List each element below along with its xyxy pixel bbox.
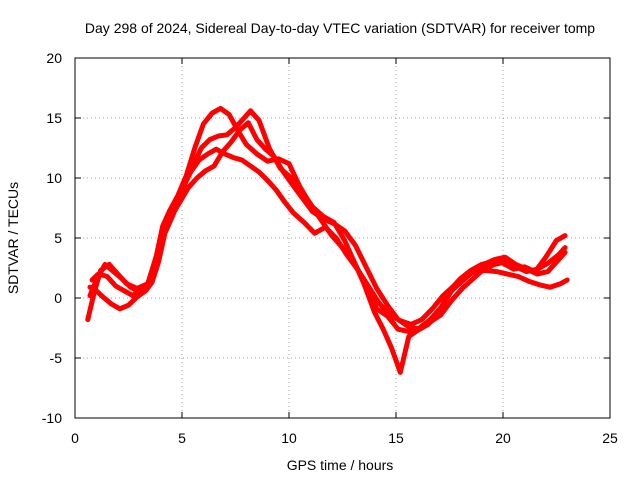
x-tick-label: 15 <box>388 430 404 446</box>
y-tick-label: -5 <box>50 350 63 366</box>
x-tick-label: 20 <box>495 430 511 446</box>
y-tick-label: -10 <box>42 410 62 426</box>
y-tick-label: 15 <box>46 110 62 126</box>
chart-title: Day 298 of 2024, Sidereal Day-to-day VTE… <box>85 20 595 36</box>
y-tick-label: 20 <box>46 50 62 66</box>
series-line-track-4 <box>89 120 568 332</box>
x-tick-label: 25 <box>602 430 618 446</box>
x-tick-label: 0 <box>71 430 79 446</box>
axis-ticks <box>74 57 611 419</box>
y-tick-label: 0 <box>54 290 62 306</box>
gridlines <box>75 58 610 418</box>
plot-frame <box>74 57 611 419</box>
series-group <box>85 105 570 375</box>
y-tick-label: 10 <box>46 170 62 186</box>
y-tick-label: 5 <box>54 230 62 246</box>
x-tick-labels: 0 5 10 15 20 25 <box>71 430 618 446</box>
x-tick-label: 5 <box>178 430 186 446</box>
x-tick-label: 10 <box>281 430 297 446</box>
y-tick-labels: -10 -5 0 5 10 15 20 <box>42 50 62 426</box>
y-axis-title: SDTVAR / TECUs <box>5 182 21 294</box>
x-axis-title: GPS time / hours <box>287 457 394 473</box>
